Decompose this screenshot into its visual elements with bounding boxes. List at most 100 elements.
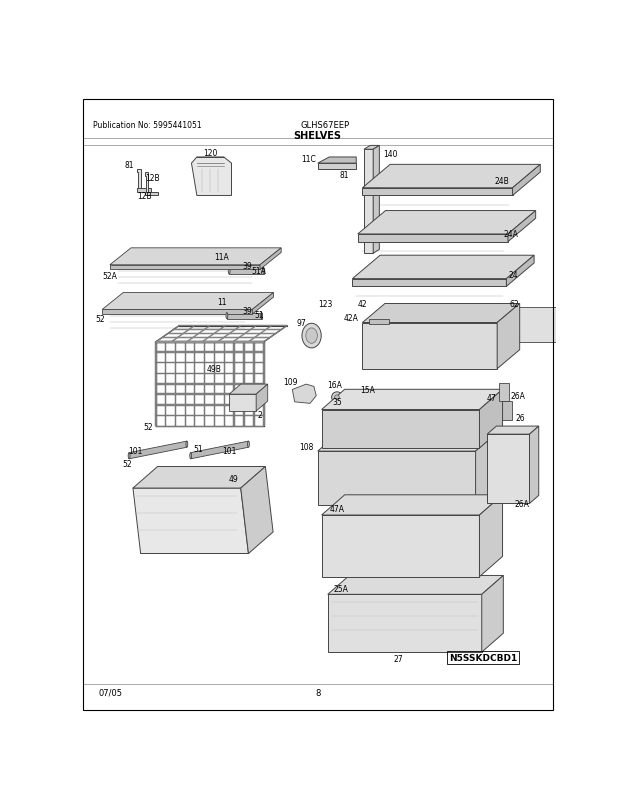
- Text: 12B: 12B: [137, 192, 152, 200]
- Polygon shape: [507, 256, 534, 287]
- Polygon shape: [144, 192, 158, 196]
- Polygon shape: [229, 395, 256, 411]
- Polygon shape: [513, 165, 540, 196]
- Ellipse shape: [332, 392, 342, 403]
- Polygon shape: [363, 323, 497, 369]
- Text: 42: 42: [358, 299, 367, 309]
- Text: 52: 52: [122, 460, 131, 468]
- Text: 39: 39: [242, 306, 252, 315]
- Text: 39: 39: [242, 261, 252, 271]
- Polygon shape: [328, 594, 482, 652]
- Text: 49B: 49B: [206, 365, 221, 374]
- Polygon shape: [156, 342, 264, 343]
- Polygon shape: [155, 342, 157, 427]
- Polygon shape: [368, 319, 389, 325]
- Polygon shape: [497, 304, 520, 369]
- Text: 101: 101: [128, 446, 143, 456]
- Text: 62: 62: [509, 299, 519, 309]
- Polygon shape: [498, 383, 508, 401]
- Text: 26A: 26A: [515, 500, 529, 508]
- Polygon shape: [263, 326, 288, 342]
- Polygon shape: [233, 342, 234, 427]
- Polygon shape: [179, 326, 287, 327]
- Polygon shape: [162, 338, 270, 339]
- Polygon shape: [352, 279, 507, 287]
- Polygon shape: [317, 164, 356, 170]
- Polygon shape: [328, 576, 503, 594]
- Text: 81: 81: [340, 171, 350, 180]
- Text: 140: 140: [383, 149, 397, 159]
- Text: 49: 49: [228, 475, 238, 484]
- Polygon shape: [224, 342, 225, 427]
- Text: 27: 27: [394, 654, 404, 664]
- Text: 123: 123: [318, 299, 333, 309]
- Text: 47A: 47A: [329, 504, 345, 514]
- Polygon shape: [243, 342, 245, 427]
- Polygon shape: [129, 442, 187, 460]
- Text: 24: 24: [508, 270, 518, 279]
- Text: 2: 2: [258, 410, 262, 419]
- Polygon shape: [191, 442, 249, 460]
- Polygon shape: [156, 405, 264, 406]
- Text: 52A: 52A: [102, 272, 117, 281]
- Polygon shape: [358, 211, 536, 235]
- Polygon shape: [500, 401, 512, 420]
- Text: GLHS67EEP: GLHS67EEP: [301, 121, 350, 130]
- Polygon shape: [141, 533, 265, 554]
- Text: 24B: 24B: [495, 176, 510, 185]
- Text: 97: 97: [296, 318, 306, 327]
- Polygon shape: [487, 435, 529, 504]
- Polygon shape: [363, 165, 540, 188]
- Text: 24A: 24A: [503, 230, 518, 239]
- Polygon shape: [164, 342, 166, 427]
- Ellipse shape: [306, 329, 317, 344]
- Polygon shape: [133, 467, 265, 488]
- Text: 15A: 15A: [360, 386, 375, 395]
- Polygon shape: [352, 256, 534, 279]
- Polygon shape: [317, 431, 498, 452]
- Polygon shape: [204, 342, 205, 427]
- Text: 109: 109: [283, 378, 298, 387]
- Polygon shape: [260, 249, 281, 270]
- Polygon shape: [110, 265, 260, 270]
- Ellipse shape: [335, 395, 339, 400]
- Polygon shape: [252, 293, 273, 314]
- Text: 11: 11: [217, 298, 226, 307]
- Polygon shape: [217, 326, 242, 342]
- Polygon shape: [358, 235, 508, 242]
- Polygon shape: [232, 326, 257, 342]
- Ellipse shape: [190, 453, 192, 460]
- Polygon shape: [529, 427, 539, 504]
- Text: 42A: 42A: [343, 314, 358, 322]
- Text: 81: 81: [124, 161, 134, 170]
- Polygon shape: [174, 330, 281, 331]
- Polygon shape: [317, 452, 476, 505]
- Text: 120: 120: [203, 148, 217, 158]
- Text: 12B: 12B: [145, 174, 159, 183]
- Ellipse shape: [226, 313, 228, 319]
- Polygon shape: [482, 576, 503, 652]
- Polygon shape: [322, 516, 479, 577]
- Polygon shape: [263, 342, 265, 427]
- Text: 51A: 51A: [252, 266, 267, 275]
- Text: 52: 52: [96, 314, 105, 324]
- Text: 26A: 26A: [510, 391, 525, 401]
- Polygon shape: [214, 342, 215, 427]
- Polygon shape: [186, 326, 211, 342]
- Polygon shape: [476, 431, 498, 505]
- Text: 108: 108: [299, 443, 313, 452]
- Polygon shape: [133, 488, 249, 554]
- Polygon shape: [194, 342, 195, 427]
- Text: 8: 8: [315, 688, 321, 697]
- Polygon shape: [156, 384, 264, 386]
- Polygon shape: [364, 150, 373, 254]
- Polygon shape: [364, 146, 379, 150]
- Polygon shape: [253, 342, 255, 427]
- Polygon shape: [192, 158, 231, 196]
- Ellipse shape: [128, 453, 130, 460]
- Ellipse shape: [260, 313, 262, 319]
- Polygon shape: [156, 373, 264, 375]
- Text: N5SSKDCBD1: N5SSKDCBD1: [449, 653, 517, 662]
- Polygon shape: [247, 326, 272, 342]
- Text: 26: 26: [515, 413, 525, 422]
